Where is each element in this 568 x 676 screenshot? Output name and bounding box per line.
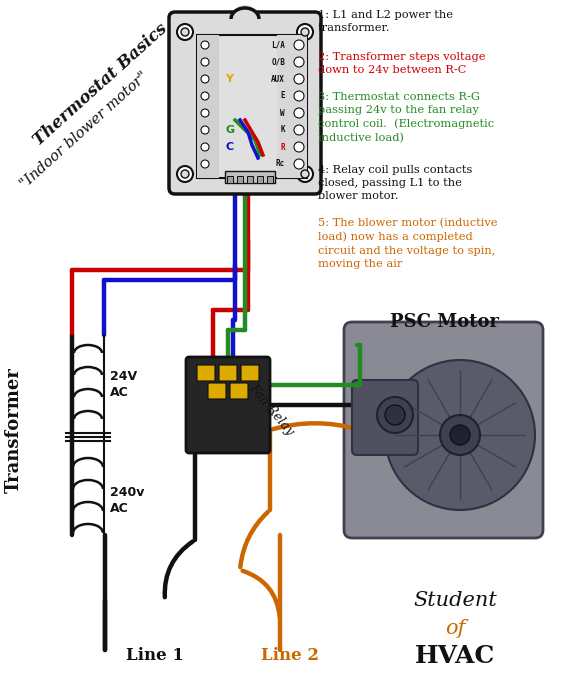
Text: Line 2: Line 2 (261, 646, 319, 664)
FancyBboxPatch shape (169, 12, 321, 194)
Circle shape (201, 109, 209, 117)
Bar (197, 35, 219, 178)
Circle shape (181, 170, 189, 178)
FancyBboxPatch shape (352, 380, 418, 455)
Circle shape (201, 75, 209, 83)
Circle shape (385, 360, 535, 510)
Text: 2: Transformer steps voltage
down to 24v between R-C: 2: Transformer steps voltage down to 24v… (318, 52, 486, 75)
Circle shape (201, 160, 209, 168)
Bar (277, 35, 307, 178)
FancyBboxPatch shape (186, 357, 270, 453)
Text: PSC Motor: PSC Motor (391, 313, 499, 331)
Circle shape (177, 166, 193, 182)
FancyBboxPatch shape (197, 365, 215, 381)
Text: E: E (281, 91, 285, 101)
Text: O/B: O/B (271, 57, 285, 66)
Circle shape (385, 405, 405, 425)
FancyBboxPatch shape (241, 365, 259, 381)
Text: Thermostat Basics: Thermostat Basics (30, 20, 170, 149)
Circle shape (181, 28, 189, 36)
Circle shape (201, 126, 209, 134)
Text: 4: Relay coil pulls contacts
closed, passing L1 to the
blower motor.: 4: Relay coil pulls contacts closed, pas… (318, 165, 473, 201)
Text: Rc: Rc (275, 160, 285, 168)
Text: R: R (281, 143, 285, 151)
Circle shape (450, 425, 470, 445)
Circle shape (377, 397, 413, 433)
Text: Line 1: Line 1 (126, 646, 184, 664)
Circle shape (297, 24, 313, 40)
FancyBboxPatch shape (208, 383, 226, 399)
Text: Student: Student (413, 591, 497, 610)
FancyBboxPatch shape (219, 365, 237, 381)
FancyBboxPatch shape (344, 322, 543, 538)
Circle shape (440, 415, 480, 455)
Circle shape (301, 170, 309, 178)
Bar (197, 35, 307, 178)
Circle shape (294, 40, 304, 50)
Text: Y: Y (225, 74, 233, 84)
Wedge shape (231, 5, 259, 19)
Circle shape (294, 57, 304, 67)
Text: Fan Relay: Fan Relay (246, 382, 296, 438)
Text: L/A: L/A (271, 41, 285, 49)
Circle shape (201, 41, 209, 49)
Circle shape (177, 24, 193, 40)
Circle shape (201, 143, 209, 151)
Text: Transformer: Transformer (5, 367, 23, 493)
Text: 240v
AC: 240v AC (110, 485, 144, 514)
Text: K: K (281, 126, 285, 135)
Circle shape (294, 142, 304, 152)
Circle shape (201, 92, 209, 100)
Text: "Indoor blower motor": "Indoor blower motor" (18, 69, 152, 191)
Circle shape (294, 159, 304, 169)
Text: G: G (225, 125, 234, 135)
Text: HVAC: HVAC (415, 644, 495, 668)
Text: 1: L1 and L2 power the
transformer.: 1: L1 and L2 power the transformer. (318, 10, 453, 33)
Circle shape (297, 166, 313, 182)
Circle shape (294, 108, 304, 118)
Bar (257, 176, 263, 183)
Bar (227, 176, 233, 183)
FancyBboxPatch shape (230, 383, 248, 399)
Circle shape (294, 91, 304, 101)
Circle shape (294, 125, 304, 135)
Text: of: of (445, 619, 465, 637)
Text: 5: The blower motor (inductive
load) now has a completed
circuit and the voltage: 5: The blower motor (inductive load) now… (318, 218, 498, 268)
Bar (225, 171, 275, 183)
Text: 24V
AC: 24V AC (110, 370, 137, 400)
Text: AUX: AUX (271, 74, 285, 84)
Bar (267, 176, 273, 183)
Text: 3: Thermostat connects R-G
passing 24v to the fan relay
control coil.  (Electrom: 3: Thermostat connects R-G passing 24v t… (318, 92, 494, 143)
Circle shape (201, 58, 209, 66)
Bar (247, 176, 253, 183)
Text: C: C (225, 142, 233, 152)
Circle shape (301, 28, 309, 36)
Circle shape (294, 74, 304, 84)
Text: W: W (281, 109, 285, 118)
Bar (237, 176, 243, 183)
